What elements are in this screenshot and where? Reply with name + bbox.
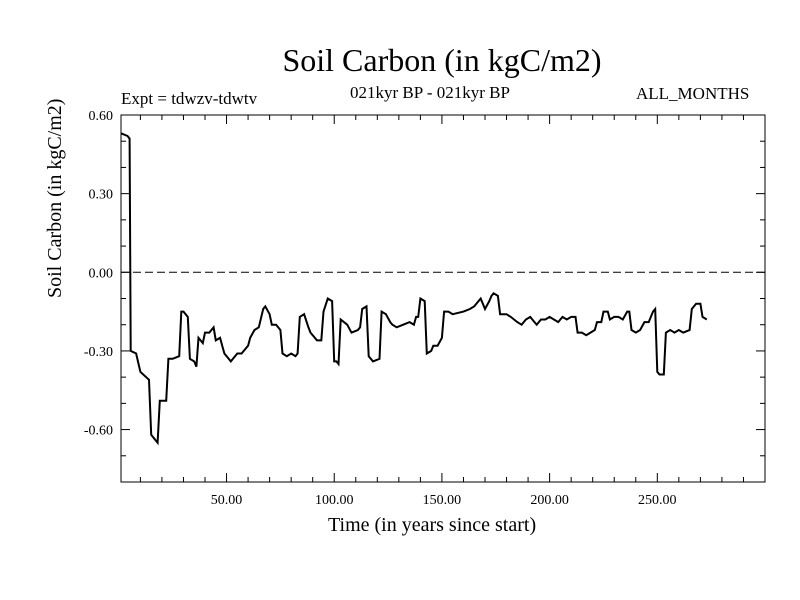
y-tick-label: -0.30 [84,345,113,360]
y-tick-label: 0.00 [89,266,114,281]
y-tick-label: -0.60 [84,424,113,439]
x-tick-label: 250.00 [638,493,677,508]
experiment-label: Expt = tdwzv-tdwtv [121,89,258,108]
x-tick-label: 50.00 [211,493,243,508]
plot-frame [120,114,766,483]
x-axis-title: Time (in years since start) [328,514,537,536]
months-label: ALL_MONTHS [636,84,750,103]
soil-carbon-series-line [120,132,708,446]
y-tick-label: 0.60 [89,109,114,124]
period-label: 021kyr BP - 021kyr BP [350,83,510,102]
x-tick-label: 100.00 [315,493,354,508]
axis-tick-labels: 50.00 100.00 150.00 200.00 250.00 0.60 0.30 0.0… [84,109,677,508]
y-tick-label: 0.30 [89,188,114,203]
x-tick-label: 200.00 [530,493,569,508]
x-tick-label: 150.00 [423,493,462,508]
chart-title: Soil Carbon (in kgC/m2) [282,42,602,78]
axis-ticks [121,114,765,483]
